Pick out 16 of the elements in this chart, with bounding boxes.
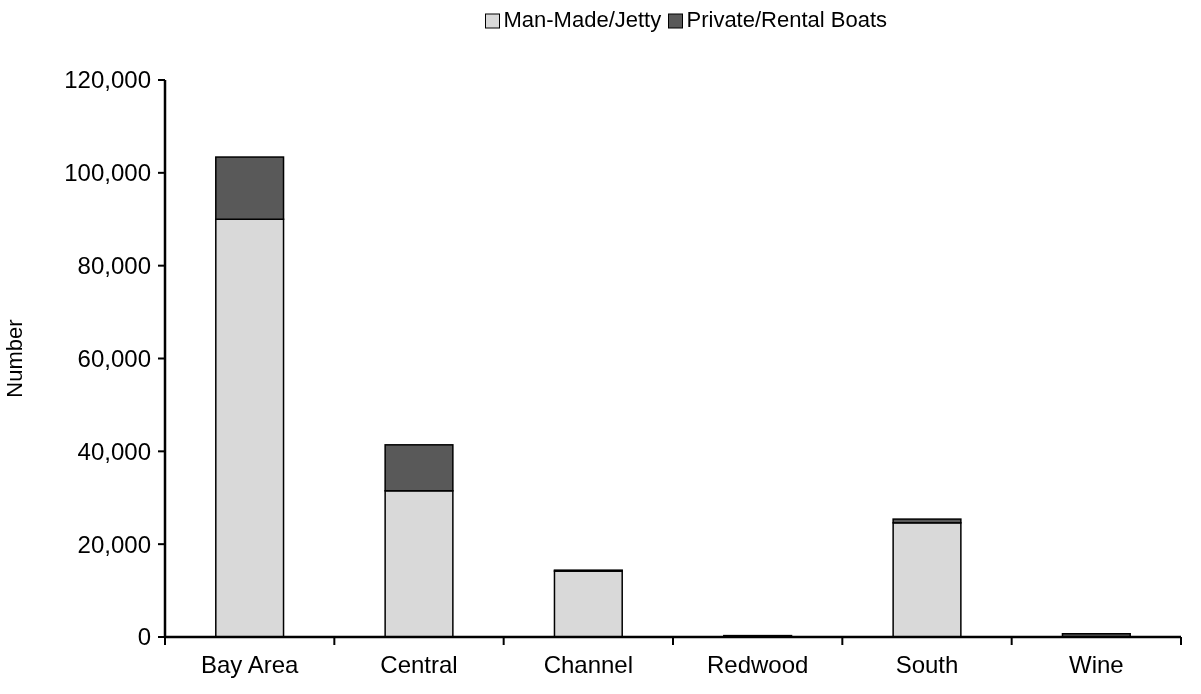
x-tick-label: South (895, 651, 959, 678)
y-axis-title: Number (2, 319, 27, 398)
y-tick-label: 100,000 (64, 159, 151, 187)
y-tick-label: 120,000 (64, 66, 151, 94)
y-tick-label: 80,000 (77, 252, 151, 280)
y-tick-label: 60,000 (77, 344, 151, 372)
x-tick-label: Bay Area (200, 651, 300, 678)
x-tick-label: Channel (543, 651, 634, 678)
legend-label: Man-Made/Jetty (503, 7, 662, 32)
y-tick-label: 0 (137, 623, 151, 651)
x-tick-label: Redwood (706, 651, 809, 678)
x-tick-label: Central (380, 651, 458, 678)
y-tick-label: 40,000 (77, 437, 151, 465)
legend-label: Private/Rental Boats (686, 7, 888, 32)
y-tick-label: 20,000 (77, 530, 151, 558)
x-tick-label: Wine (1068, 651, 1124, 678)
